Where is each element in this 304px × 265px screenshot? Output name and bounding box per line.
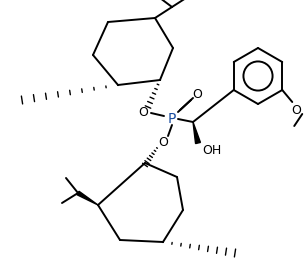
Polygon shape — [77, 191, 98, 205]
Text: O: O — [291, 104, 301, 117]
Text: O: O — [138, 107, 148, 120]
Polygon shape — [193, 122, 200, 144]
Text: P: P — [168, 112, 176, 126]
Text: OH: OH — [202, 144, 222, 157]
Text: O: O — [192, 89, 202, 101]
Text: O: O — [158, 135, 168, 148]
